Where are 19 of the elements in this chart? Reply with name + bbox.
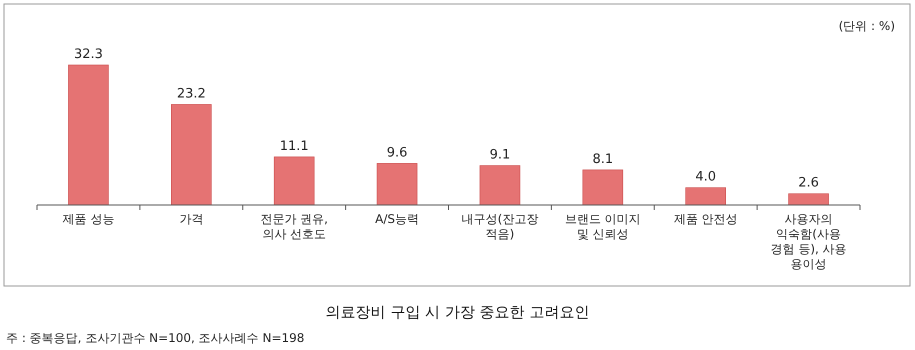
- text: (단위 : %): [838, 19, 895, 33]
- x-tick-label: 브랜드 이미지 및 신뢰성: [564, 212, 641, 241]
- data-label: 9.1: [490, 148, 510, 163]
- x-tick-label: 내구성(잔고장 적음): [462, 212, 538, 241]
- x-tick-label: 사용자의 익숙함(사용 경험 등), 사용 용이성: [770, 212, 847, 271]
- x-tick-label: A/S능력: [375, 212, 419, 226]
- x-tick-label: 제품 성능: [62, 212, 114, 226]
- data-label: 2.6: [798, 176, 819, 191]
- data-label: 9.6: [386, 145, 408, 160]
- text: 의료장비 구입 시 가장 중요한 고려요인: [326, 303, 590, 321]
- data-label: 4.0: [695, 170, 716, 185]
- text: 주 : 중복응답, 조사기관수 N=100, 조사사례수 N=198: [6, 331, 304, 345]
- data-label: 8.1: [592, 152, 614, 167]
- x-tick-label: 가격: [179, 212, 204, 226]
- data-label: 23.2: [176, 86, 206, 102]
- x-tick-label: 제품 안전성: [674, 212, 738, 226]
- data-label: 11.1: [280, 138, 309, 154]
- data-label: 32.3: [74, 47, 103, 62]
- x-tick-label: 전문가 권유, 의사 선호도: [260, 212, 328, 241]
